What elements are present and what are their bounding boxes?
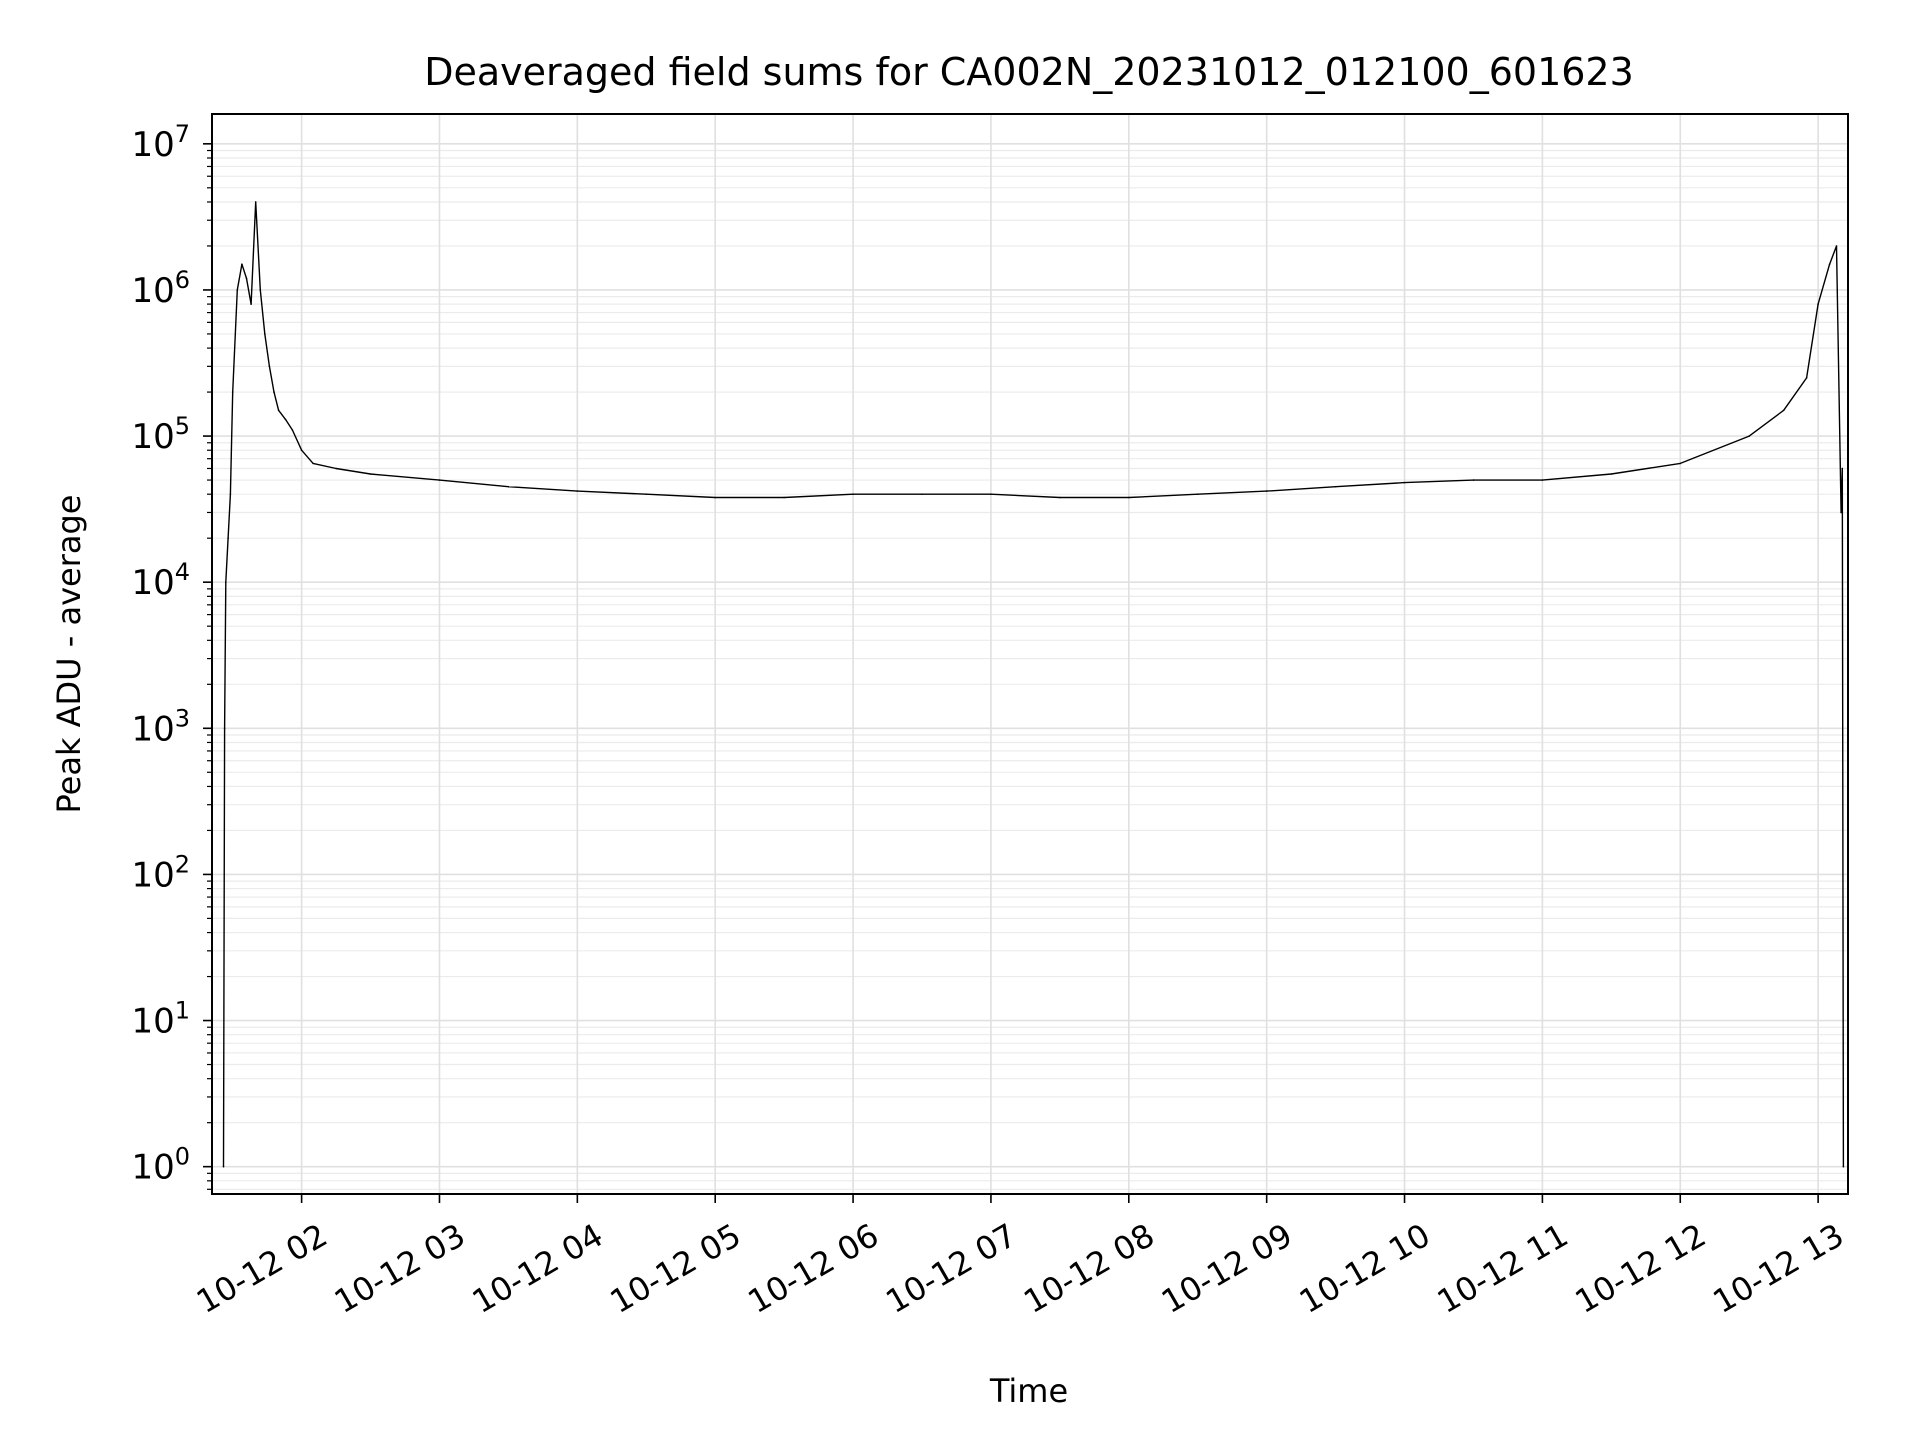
- chart-title: Deaveraged field sums for CA002N_2023101…: [424, 50, 1634, 94]
- data-point: [236, 289, 239, 291]
- data-point: [264, 333, 266, 335]
- y-tick-label: 101: [131, 997, 190, 1042]
- data-point: [1196, 493, 1199, 496]
- data-point: [245, 277, 248, 280]
- data-point: [300, 449, 303, 452]
- data-point: [231, 391, 234, 393]
- y-tick-label: 104: [131, 558, 190, 603]
- data-point: [714, 496, 716, 499]
- data-point: [335, 467, 337, 470]
- data-point: [1782, 409, 1785, 412]
- data-point: [507, 485, 510, 488]
- data-point: [1610, 473, 1613, 475]
- y-tick-label: 106: [131, 266, 190, 311]
- data-point: [921, 493, 923, 496]
- data-point: [438, 479, 441, 481]
- data-point: [1842, 1165, 1845, 1168]
- data-point: [241, 263, 243, 266]
- data-point: [645, 493, 648, 496]
- y-tick-label: 100: [131, 1143, 190, 1188]
- data-point: [1265, 490, 1268, 492]
- data-point: [1679, 462, 1682, 465]
- data-point: [1835, 245, 1838, 247]
- y-tick-label: 105: [131, 412, 190, 457]
- x-axis-label: Time: [989, 1372, 1068, 1410]
- data-point: [268, 365, 271, 368]
- data-point: [1805, 377, 1808, 379]
- data-point: [222, 1165, 225, 1168]
- data-point: [254, 201, 257, 203]
- data-point: [1403, 481, 1406, 484]
- data-point: [783, 496, 785, 499]
- series-line: [222, 201, 1845, 1167]
- data-point: [1748, 435, 1750, 437]
- y-tick-label: 107: [131, 120, 190, 165]
- data-point: [1472, 479, 1475, 481]
- data-point: [576, 490, 579, 492]
- data-point: [259, 289, 262, 291]
- data-point: [1817, 303, 1819, 305]
- y-tick-label: 102: [131, 850, 190, 895]
- y-tick-label: 103: [131, 704, 190, 749]
- data-point: [223, 727, 226, 730]
- data-point: [1828, 263, 1831, 266]
- data-point: [990, 493, 992, 496]
- data-point: [225, 581, 227, 583]
- data-point: [312, 462, 314, 465]
- data-point: [229, 493, 232, 496]
- data-point: [250, 303, 252, 305]
- data-point: [273, 391, 275, 393]
- data-point: [369, 473, 372, 475]
- data-point: [227, 537, 229, 539]
- data-point: [1059, 496, 1061, 499]
- data-point: [277, 409, 280, 412]
- data-point: [284, 418, 287, 421]
- data-layer: [222, 201, 1845, 1168]
- plot-frame: [211, 113, 1849, 1195]
- data-point: [1128, 496, 1130, 499]
- data-point: [1841, 467, 1844, 470]
- y-axis-label: Peak ADU - average: [50, 495, 88, 814]
- data-point: [852, 493, 854, 496]
- data-point: [1541, 479, 1544, 481]
- data-point: [291, 429, 294, 431]
- data-point: [1334, 485, 1337, 488]
- grid: [212, 114, 1848, 1194]
- data-point: [1840, 511, 1842, 514]
